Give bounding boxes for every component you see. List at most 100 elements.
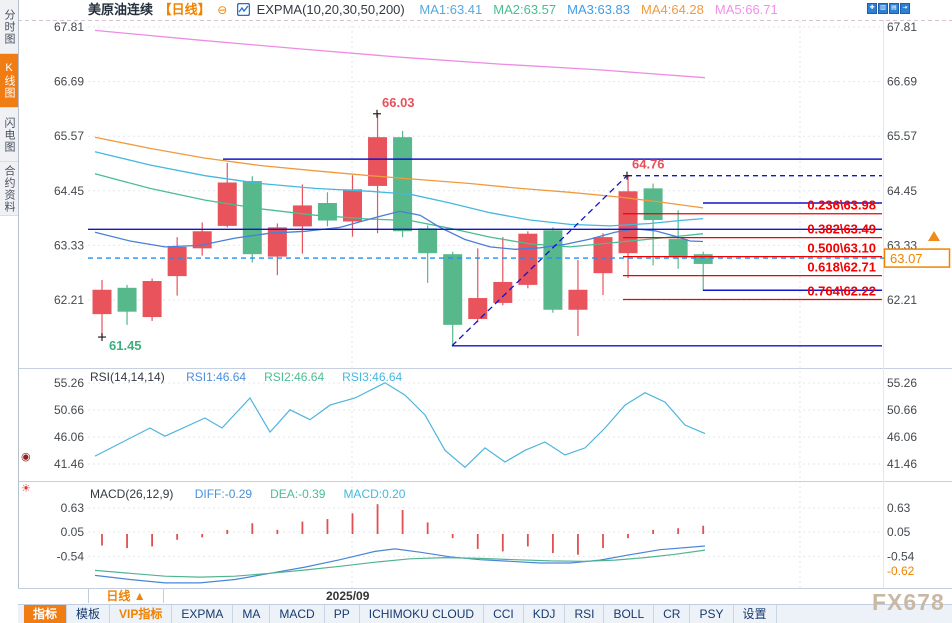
rsi-axis-label-right: 55.26 — [887, 376, 917, 390]
macd-axis-label-left: 0.05 — [61, 525, 85, 539]
rsi-axis-label-right: 46.06 — [887, 430, 917, 444]
ma-value-5: MA5:66.71 — [714, 2, 778, 17]
indicator-name-label[interactable]: EXPMA(10,20,30,50,200) — [256, 2, 405, 17]
sidebar-item-1[interactable]: K线图 — [0, 54, 18, 108]
rsi-value-3: RSI3:46.64 — [342, 370, 403, 384]
fib-level-label: 0.618\62.71 — [807, 260, 876, 275]
candle — [568, 260, 588, 337]
price-chart-canvas[interactable]: 67.81 67.81 66.69 66.69 65.57 65.57 64.45 64.45… — [0, 0, 952, 588]
sidebar-item-3[interactable]: 合约资料 — [0, 162, 18, 216]
rsi-panel-header[interactable]: RSI(14,14,14) RSI1:46.64 RSI2:46.64 RSI3:4… — [90, 370, 420, 384]
candle — [443, 251, 463, 346]
ma-value-2: MA2:63.57 — [493, 2, 557, 17]
macd-value-2: DEA:-0.39 — [270, 487, 326, 501]
macd-axis-label-right: 0.63 — [887, 501, 911, 515]
price-annotation: 64.76 — [632, 157, 665, 172]
candle — [267, 223, 287, 276]
toolbar-tab-CR[interactable]: CR — [654, 605, 691, 623]
candle — [543, 227, 563, 313]
macd-indicator-label: MACD(26,12,9) — [90, 487, 174, 501]
sidebar-item-2[interactable]: 闪电图 — [0, 108, 18, 162]
main-axis-label-left: 67.81 — [54, 20, 84, 34]
candle — [343, 175, 362, 237]
collapse-panel-icon[interactable]: ⇥ — [900, 3, 910, 14]
candle — [418, 225, 438, 283]
fib-level-label: 0.382\63.49 — [807, 222, 876, 237]
x-axis-date-label: 2025/09 — [326, 589, 370, 603]
bullseye-icon[interactable]: ◉ — [21, 451, 31, 463]
toolbar-tab-模板[interactable]: 模板 — [67, 605, 111, 623]
price-annotation: 66.03 — [382, 95, 415, 110]
crosshair-tool-icon[interactable]: ✚ — [867, 3, 877, 14]
ma-value-4: MA4:64.28 — [641, 2, 704, 17]
sidebar: 分时图 K线图 闪电图 合约资料 — [0, 0, 19, 588]
rsi-axis-label-left: 55.26 — [54, 376, 84, 390]
toolbar-tab-BOLL[interactable]: BOLL — [604, 605, 655, 623]
candle — [142, 278, 162, 321]
toolbar-tab-RSI[interactable]: RSI — [565, 605, 605, 623]
rsi-value-2: RSI2:46.64 — [264, 370, 325, 384]
macd-axis-label-left: 0.63 — [61, 501, 85, 515]
ma-line-MA4 — [94, 136, 704, 209]
symbol-title: 美原油连续 — [88, 2, 154, 17]
sidebar-item-0[interactable]: 分时图 — [0, 0, 18, 54]
toolbar-tab-EXPMA[interactable]: EXPMA — [172, 605, 234, 623]
main-axis-label-left: 63.33 — [54, 238, 84, 252]
period-selector-button[interactable]: 日线 ▲ — [88, 589, 164, 603]
grid-panel-icon[interactable]: ▥ — [878, 3, 888, 14]
collapse-circle-icon[interactable]: ⊖ — [217, 3, 228, 17]
period-tag[interactable]: 【日线】 — [158, 2, 211, 17]
rsi-indicator-label: RSI(14,14,14) — [90, 370, 165, 384]
toolbar-tab-VIP指标[interactable]: VIP指标 — [110, 605, 173, 623]
toolbar-tab-PSY[interactable]: PSY — [690, 605, 734, 623]
candle — [317, 192, 337, 227]
current-price-value: 63.07 — [890, 251, 923, 266]
date-axis-strip: 日线 ▲ 2025/09 — [18, 588, 952, 606]
toolbar-tab-设置[interactable]: 设置 — [734, 605, 777, 623]
candle — [217, 163, 237, 228]
rsi-axis-label-right: 41.46 — [887, 457, 917, 471]
rsi-axis-label-left: 46.06 — [54, 430, 84, 444]
fib-level-label: 0.500\63.10 — [807, 241, 876, 256]
macd-panel-header[interactable]: MACD(26,12,9) DIFF:-0.29 DEA:-0.39 MACD:0.… — [90, 487, 423, 501]
toolbar-tab-指标[interactable]: 指标 — [24, 605, 68, 623]
macd-dea-line — [94, 549, 706, 578]
toolbar-tab-ICHIMOKU CLOUD[interactable]: ICHIMOKU CLOUD — [360, 605, 485, 623]
candle — [117, 284, 137, 325]
rsi-axis-label-left: 50.66 — [54, 403, 84, 417]
ma-value-1: MA1:63.41 — [419, 2, 483, 17]
toolbar-tab-CCI[interactable]: CCI — [484, 605, 524, 623]
candle — [92, 280, 112, 338]
rsi-axis-label-left: 41.46 — [54, 457, 84, 471]
candle — [292, 184, 312, 254]
macd-axis-label-right: 0.05 — [887, 525, 911, 539]
toolbar-tab-PP[interactable]: PP — [325, 605, 360, 623]
macd-diff-line — [94, 545, 706, 584]
main-axis-label-right: 66.69 — [887, 75, 917, 89]
main-axis-label-right: 62.21 — [887, 293, 917, 307]
indicator-toolbar: 指标 模板 VIP指标 EXPMA MA MACD PP ICHIMOKU CLOUD CCI K… — [18, 604, 952, 623]
ma-line-MA3 — [94, 151, 704, 227]
macd-value-1: DIFF:-0.29 — [194, 487, 253, 501]
candle — [242, 176, 262, 263]
macd-axis-label-right: -0.54 — [887, 549, 915, 563]
candle — [192, 222, 212, 256]
main-axis-label-left: 64.45 — [54, 184, 84, 198]
toolbar-tab-MACD[interactable]: MACD — [270, 605, 325, 623]
main-axis-label-left: 65.57 — [54, 129, 84, 143]
chart-panel-icon[interactable]: ▤ — [889, 3, 899, 14]
fib-level-label: 0.236\63.98 — [807, 198, 876, 213]
toolbar-tab-KDJ[interactable]: KDJ — [524, 605, 566, 623]
candle — [643, 183, 663, 266]
rsi-value-1: RSI1:46.64 — [186, 370, 247, 384]
main-axis-label-left: 62.21 — [54, 293, 84, 307]
ma-line-MA5 — [94, 29, 706, 79]
fib-level-label: 0.764\62.22 — [807, 284, 876, 299]
window-tool-icons: ✚ ▥ ▤ ⇥ — [866, 3, 910, 14]
toolbar-tab-MA[interactable]: MA — [233, 605, 271, 623]
sun-icon[interactable]: ☀ — [21, 483, 31, 495]
ma-line-MA2 — [94, 173, 704, 248]
trend-diagonal-line[interactable] — [451, 175, 628, 347]
main-axis-label-right: 67.81 — [887, 20, 917, 34]
